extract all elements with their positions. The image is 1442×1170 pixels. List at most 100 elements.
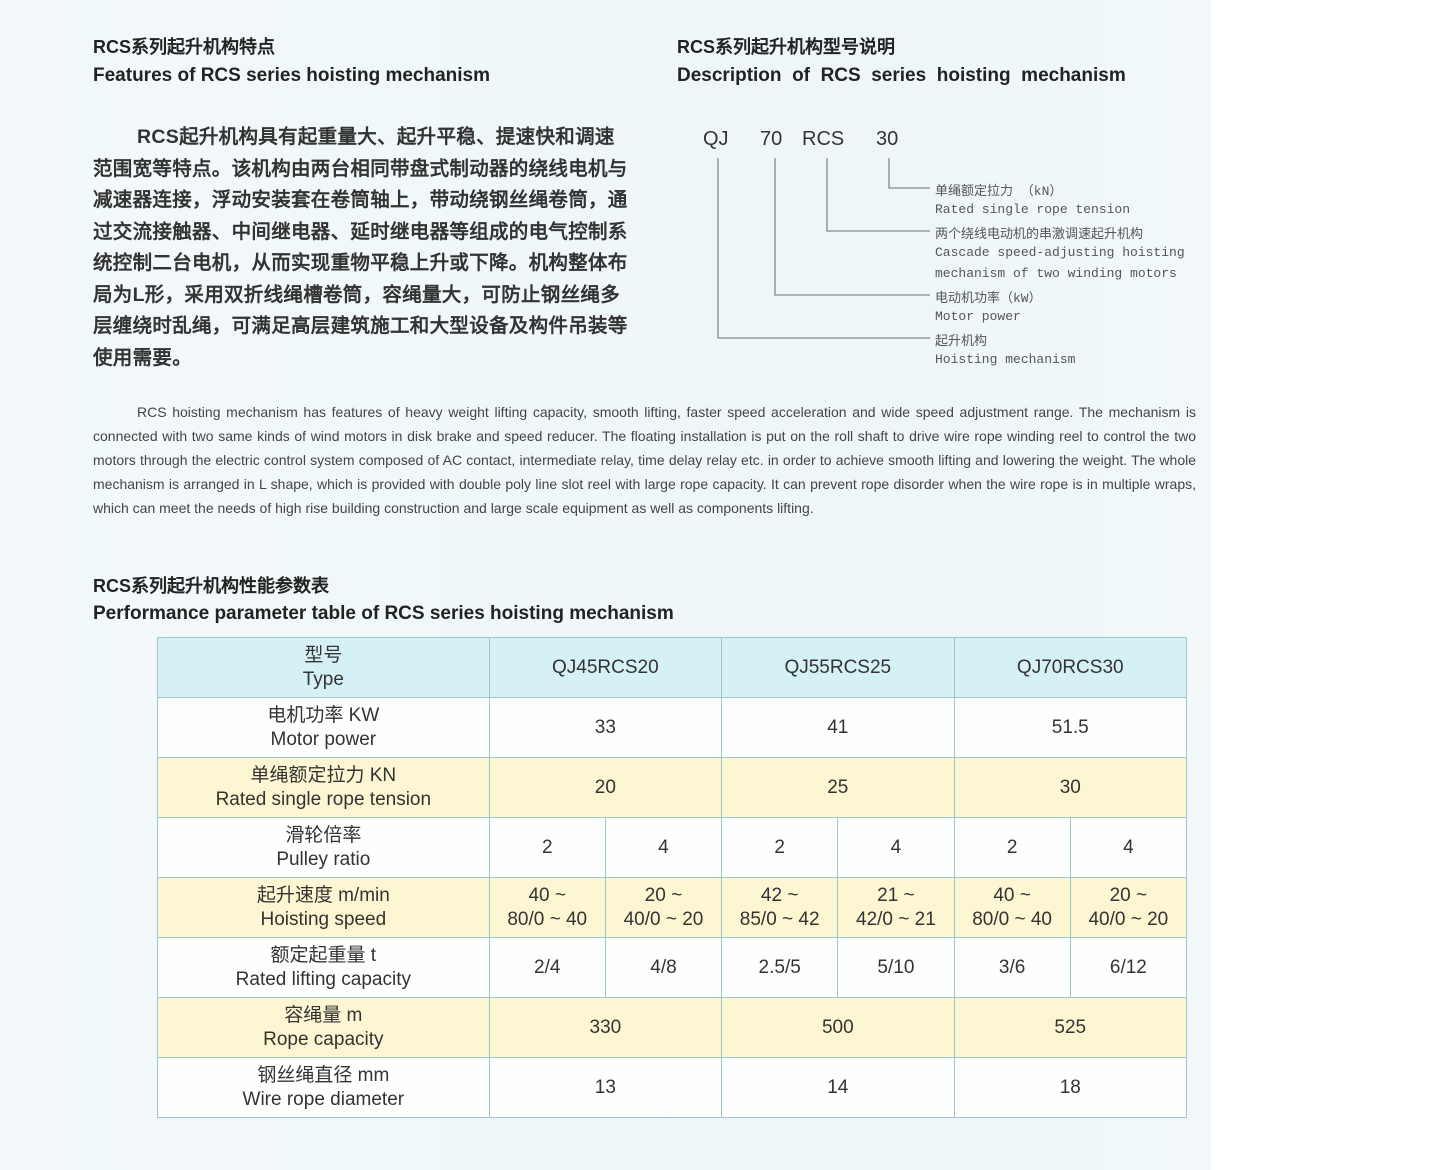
cell: 4 [1069,817,1188,878]
features-title-cn: RCS系列起升机构特点 [93,37,276,57]
label-qj-cn: 起升机构 [935,334,988,349]
cell: 6/12 [1069,937,1188,998]
table-row-rope-capacity: 容绳量 m Rope capacity 330 500 525 [157,997,1188,1058]
cell: 4 [604,817,723,878]
cell-text: 42 ~ [760,884,799,906]
cell-text: 单绳额定拉力 KN [250,764,397,786]
cell-text: 80/0 ~ 40 [972,908,1053,930]
model-header: QJ55RCS25 [721,637,955,698]
label-rcs-cn: 两个绕线电动机的串激调速起升机构 [935,227,1144,242]
code-rcs: RCS [802,128,845,150]
table-row-speed: 起升速度 m/min Hoisting speed 40 ~80/0 ~ 40 2… [157,877,1188,938]
cell-text: Pulley ratio [276,848,371,870]
cell: 500 [721,997,955,1058]
cell-text: 21 ~ [877,884,915,906]
cell: 40 ~80/0 ~ 40 [488,877,606,938]
cell-text: Rated lifting capacity [235,968,411,990]
features-text-en: RCS hoisting mechanism has features of h… [93,404,1196,516]
cell-text: Wire rope diameter [242,1088,405,1110]
cell-text: 20 ~ [644,884,683,906]
cell-text: 20 ~ [1109,884,1148,906]
row-label: 钢丝绳直径 mm Wire rope diameter [157,1057,490,1118]
code-tension: 30 [876,128,899,150]
cell: 33 [488,697,723,758]
table-row-motor: 电机功率 KW Motor power 33 41 51.5 [157,697,1188,758]
table-row-diameter: 钢丝绳直径 mm Wire rope diameter 13 14 18 [157,1057,1188,1118]
cell-text: Hoisting speed [260,908,387,930]
code-leader-lines [717,158,930,339]
label-rcs-en2: mechanism of two winding motors [935,266,1177,281]
cell-text: 40 ~ [528,884,566,906]
cell-text: 额定起重量 t [270,944,377,966]
cell: 18 [953,1057,1188,1118]
code-power: 70 [760,128,783,150]
cell: 330 [488,997,723,1058]
row-label: 滑轮倍率 Pulley ratio [157,817,490,878]
cell-text: 40/0 ~ 20 [1088,908,1169,930]
cell-text: 起升速度 m/min [256,884,390,906]
cell: 21 ~42/0 ~ 21 [837,877,955,938]
row-label: 单绳额定拉力 KN Rated single rope tension [157,757,490,818]
cell: 20 [488,757,723,818]
code-qj: QJ [703,128,729,150]
cell: 40 ~80/0 ~ 40 [953,877,1071,938]
cell: 5/10 [837,937,955,998]
cell-text: 滑轮倍率 [285,824,362,846]
cell: 4 [837,817,955,878]
cell: 25 [721,757,955,818]
cell: 525 [953,997,1188,1058]
table-row-pulley: 滑轮倍率 Pulley ratio 2 4 2 4 2 4 [157,817,1188,878]
cell: 42 ~85/0 ~ 42 [721,877,839,938]
cell: 2/4 [488,937,606,998]
cell: 20 ~40/0 ~ 20 [1069,877,1188,938]
cell: 51.5 [953,697,1188,758]
table-row-tension: 单绳额定拉力 KN Rated single rope tension 20 25… [157,757,1188,818]
features-text-cn: RCS起升机构具有起重量大、起升平稳、提速快和调速范围宽等特点。该机构由两台相同… [93,126,628,369]
row-label: 额定起重量 t Rated lifting capacity [157,937,490,998]
performance-table: 型号 Type QJ45RCS20 QJ55RCS25 QJ70RCS30 电机功… [157,637,1188,1118]
cell: 30 [953,757,1188,818]
cell: 2.5/5 [721,937,839,998]
cell-text: 容绳量 m [284,1004,363,1026]
cell-text: Rope capacity [263,1028,384,1050]
cell: 4/8 [604,937,723,998]
cell: 20 ~40/0 ~ 20 [604,877,723,938]
features-title-en: Features of RCS series hoisting mechanis… [93,65,491,86]
cell-text: 40 ~ [993,884,1031,906]
row-label: 起升速度 m/min Hoisting speed [157,877,490,938]
cell: 2 [488,817,606,878]
cell: 14 [721,1057,955,1118]
row-label: 电机功率 KW Motor power [157,697,490,758]
cell-text: 40/0 ~ 20 [623,908,704,930]
cell-text: 钢丝绳直径 mm [257,1064,390,1086]
cell-text: Motor power [270,728,377,750]
cell: 2 [953,817,1071,878]
row-label: 容绳量 m Rope capacity [157,997,490,1058]
table-title-en: Performance parameter table of RCS serie… [93,603,674,624]
label-tension-cn: 单绳额定拉力 （kN） [935,184,1063,199]
table-title-cn: RCS系列起升机构性能参数表 [93,576,330,596]
table-row-capacity: 额定起重量 t Rated lifting capacity 2/4 4/8 2.… [157,937,1188,998]
table-row-type: 型号 Type QJ45RCS20 QJ55RCS25 QJ70RCS30 [157,637,1188,698]
cell-text: Type [302,668,344,690]
cell-text: 型号 [304,644,343,666]
model-header: QJ45RCS20 [488,637,723,698]
model-header: QJ70RCS30 [953,637,1188,698]
cell: 3/6 [953,937,1071,998]
row-label: 型号 Type [157,637,490,698]
description-title-cn: RCS系列起升机构型号说明 [677,37,896,57]
label-power-en: Motor power [935,309,1021,324]
description-title-en: Description of RCS series hoisting mecha… [677,65,1126,86]
cell: 41 [721,697,955,758]
label-qj-en: Hoisting mechanism [935,352,1076,367]
cell-text: Rated single rope tension [215,788,432,810]
cell-text: 电机功率 KW [267,704,380,726]
label-tension-en: Rated single rope tension [935,202,1131,217]
cell: 2 [721,817,839,878]
label-power-cn: 电动机功率（kW） [935,291,1042,306]
cell-text: 80/0 ~ 40 [507,908,588,930]
label-rcs-en1: Cascade speed-adjusting hoisting [935,245,1185,260]
cell-text: 42/0 ~ 21 [856,908,936,930]
cell-text: 85/0 ~ 42 [739,908,820,930]
cell: 13 [488,1057,723,1118]
